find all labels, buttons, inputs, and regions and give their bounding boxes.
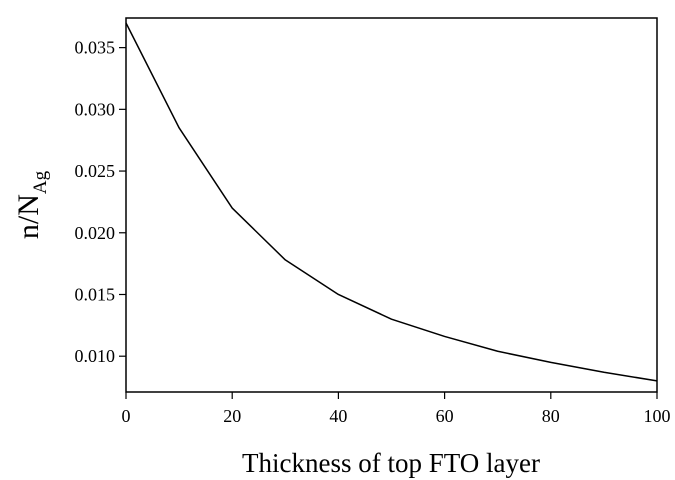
x-axis-label: Thickness of top FTO layer <box>242 448 540 478</box>
x-tick-label: 20 <box>223 406 241 426</box>
x-tick-label: 40 <box>329 406 347 426</box>
y-tick-label: 0.020 <box>75 223 116 243</box>
y-axis-label-main: n/N <box>12 194 45 239</box>
y-axis-label-sub: Ag <box>30 170 51 194</box>
x-tick-label: 80 <box>542 406 560 426</box>
x-tick-label: 0 <box>122 406 131 426</box>
y-axis-label: n/NAg <box>12 170 51 239</box>
y-tick-label: 0.030 <box>75 99 116 119</box>
y-tick-label: 0.025 <box>75 161 116 181</box>
x-tick-label: 60 <box>436 406 454 426</box>
plot-frame <box>125 17 658 393</box>
line-series <box>125 22 658 382</box>
y-tick-label: 0.010 <box>75 346 116 366</box>
y-tick-label: 0.035 <box>75 38 116 58</box>
y-tick-label: 0.015 <box>75 284 116 304</box>
x-tick-label: 100 <box>644 406 671 426</box>
